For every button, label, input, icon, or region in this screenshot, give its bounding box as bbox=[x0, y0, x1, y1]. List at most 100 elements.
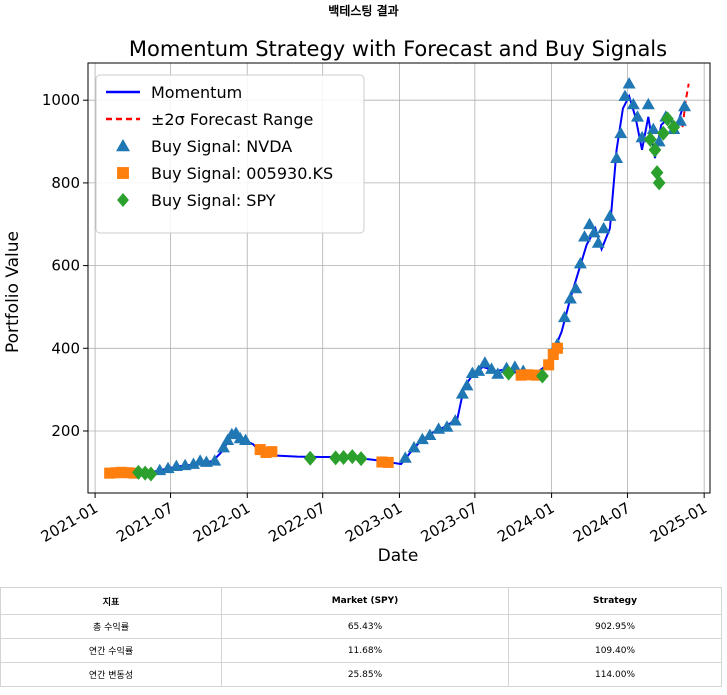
spy-buy-marker bbox=[536, 368, 549, 384]
nvda-buy-marker bbox=[239, 433, 253, 445]
nvda-buy-marker bbox=[448, 414, 462, 426]
nvda-buy-marker bbox=[221, 433, 235, 445]
samsung-buy-marker bbox=[122, 467, 134, 479]
spy-buy-marker bbox=[644, 131, 657, 147]
legend-label: ±2σ Forecast Range bbox=[151, 110, 313, 129]
nvda-buy-marker bbox=[673, 114, 687, 126]
table-row: 연간 변동성 25.85% 114.00% bbox=[0, 662, 722, 687]
x-tick-label: 2022-01 bbox=[190, 499, 253, 546]
nvda-buy-marker bbox=[208, 454, 222, 466]
x-tick-label: 2021-01 bbox=[38, 499, 101, 546]
spy-buy-marker bbox=[303, 450, 317, 466]
nvda-buy-marker bbox=[646, 122, 660, 135]
spy-buy-marker bbox=[652, 175, 666, 191]
nvda-buy-marker bbox=[455, 387, 469, 399]
samsung-buy-marker bbox=[547, 348, 559, 361]
nvda-buy-marker bbox=[583, 217, 597, 230]
nvda-buy-marker bbox=[626, 97, 640, 110]
nvda-buy-marker bbox=[472, 364, 486, 376]
nvda-buy-marker bbox=[398, 451, 412, 463]
legend-label: Buy Signal: SPY bbox=[151, 191, 276, 210]
samsung-buy-marker bbox=[515, 369, 527, 381]
samsung-buy-marker bbox=[530, 369, 542, 381]
column-header: Strategy bbox=[508, 587, 722, 615]
y-tick-label: 600 bbox=[51, 257, 80, 275]
table-cell: 연간 수익률 bbox=[0, 638, 222, 663]
x-tick-label: 2023-01 bbox=[342, 499, 405, 546]
column-header: 지표 bbox=[0, 587, 222, 615]
spy-buy-marker bbox=[648, 142, 662, 158]
x-tick-label: 2024-01 bbox=[494, 499, 557, 546]
nvda-buy-marker bbox=[622, 77, 636, 89]
legend-label: Buy Signal: NVDA bbox=[151, 137, 292, 156]
samsung-buy-marker bbox=[254, 444, 266, 456]
series-layer bbox=[104, 77, 692, 482]
y-axis-label: Portfolio Value bbox=[3, 231, 23, 353]
nvda-buy-marker bbox=[573, 257, 587, 269]
spy-buy-marker bbox=[502, 365, 516, 381]
spy-buy-marker bbox=[354, 451, 368, 467]
chart-title: Momentum Strategy with Forecast and Buy … bbox=[129, 37, 667, 61]
page-title: 백테스팅 결과 bbox=[328, 4, 399, 18]
nvda-buy-marker bbox=[587, 226, 601, 238]
spy-buy-marker bbox=[337, 449, 350, 465]
spy-buy-marker bbox=[345, 449, 359, 465]
spy-buy-marker bbox=[661, 111, 674, 127]
x-tick-label: 2024-07 bbox=[570, 499, 633, 546]
nvda-buy-marker bbox=[186, 457, 200, 469]
table-cell: 연간 변동성 bbox=[0, 662, 222, 687]
table-cell: 총 수익률 bbox=[0, 614, 222, 639]
nvda-buy-marker bbox=[578, 230, 592, 242]
x-tick-label: 2021-07 bbox=[113, 499, 176, 546]
x-tick-label: 2023-07 bbox=[418, 499, 481, 546]
legend: Momentum ±2σ Forecast Range Buy Signal: NV… bbox=[95, 74, 365, 234]
results-table: 지표 Market (SPY) Strategy 총 수익률 65.43% 90… bbox=[0, 587, 722, 687]
nvda-buy-marker bbox=[630, 110, 644, 122]
nvda-buy-marker bbox=[641, 97, 655, 110]
nvda-buy-marker bbox=[407, 441, 421, 453]
y-tick-label: 800 bbox=[51, 174, 80, 192]
nvda-buy-marker bbox=[485, 362, 499, 374]
samsung-buy-marker bbox=[382, 456, 394, 468]
table-cell: 902.95% bbox=[508, 614, 722, 639]
table-header-row: 지표 Market (SPY) Strategy bbox=[0, 587, 722, 615]
y-tick-label: 1000 bbox=[42, 91, 80, 109]
plot-frame bbox=[87, 62, 711, 494]
nvda-buy-marker bbox=[423, 428, 437, 440]
legend-swatch bbox=[117, 193, 129, 207]
nvda-buy-marker bbox=[216, 441, 230, 453]
samsung-buy-marker bbox=[543, 359, 555, 371]
table-cell: 65.43% bbox=[221, 614, 509, 639]
chart: Momentum Strategy with Forecast and Buy … bbox=[3, 37, 711, 566]
y-tick-label: 200 bbox=[51, 422, 80, 440]
samsung-buy-marker bbox=[115, 466, 127, 478]
nvda-buy-marker bbox=[678, 99, 692, 112]
nvda-buy-marker bbox=[618, 89, 632, 101]
legend-label: Momentum bbox=[151, 83, 242, 102]
samsung-buy-marker bbox=[260, 446, 272, 459]
nvda-buy-marker bbox=[614, 126, 628, 139]
nvda-buy-marker bbox=[569, 281, 583, 294]
table-row: 총 수익률 65.43% 902.95% bbox=[0, 614, 722, 639]
nvda-buy-marker bbox=[597, 221, 611, 234]
x-tick-label: 2025-01 bbox=[647, 499, 710, 546]
table-cell: 11.68% bbox=[221, 638, 509, 663]
spy-buy-marker bbox=[667, 119, 681, 135]
samsung-buy-marker bbox=[551, 342, 563, 354]
spy-buy-marker bbox=[144, 466, 158, 482]
nvda-buy-marker bbox=[603, 209, 617, 221]
legend-swatch bbox=[117, 167, 129, 179]
nvda-buy-marker bbox=[440, 420, 454, 432]
spy-buy-marker bbox=[650, 165, 664, 181]
nvda-buy-marker bbox=[491, 367, 505, 379]
x-tick-label: 2022-07 bbox=[265, 499, 328, 546]
nvda-buy-marker bbox=[558, 310, 572, 323]
nvda-buy-marker bbox=[591, 236, 605, 248]
legend-swatch bbox=[116, 139, 130, 152]
legend-box bbox=[95, 74, 365, 234]
y-tick-label: 400 bbox=[51, 339, 80, 357]
table-cell: 114.00% bbox=[508, 662, 722, 687]
samsung-buy-marker bbox=[376, 456, 388, 468]
table-cell: 25.85% bbox=[221, 662, 509, 687]
column-header: Market (SPY) bbox=[221, 587, 509, 615]
